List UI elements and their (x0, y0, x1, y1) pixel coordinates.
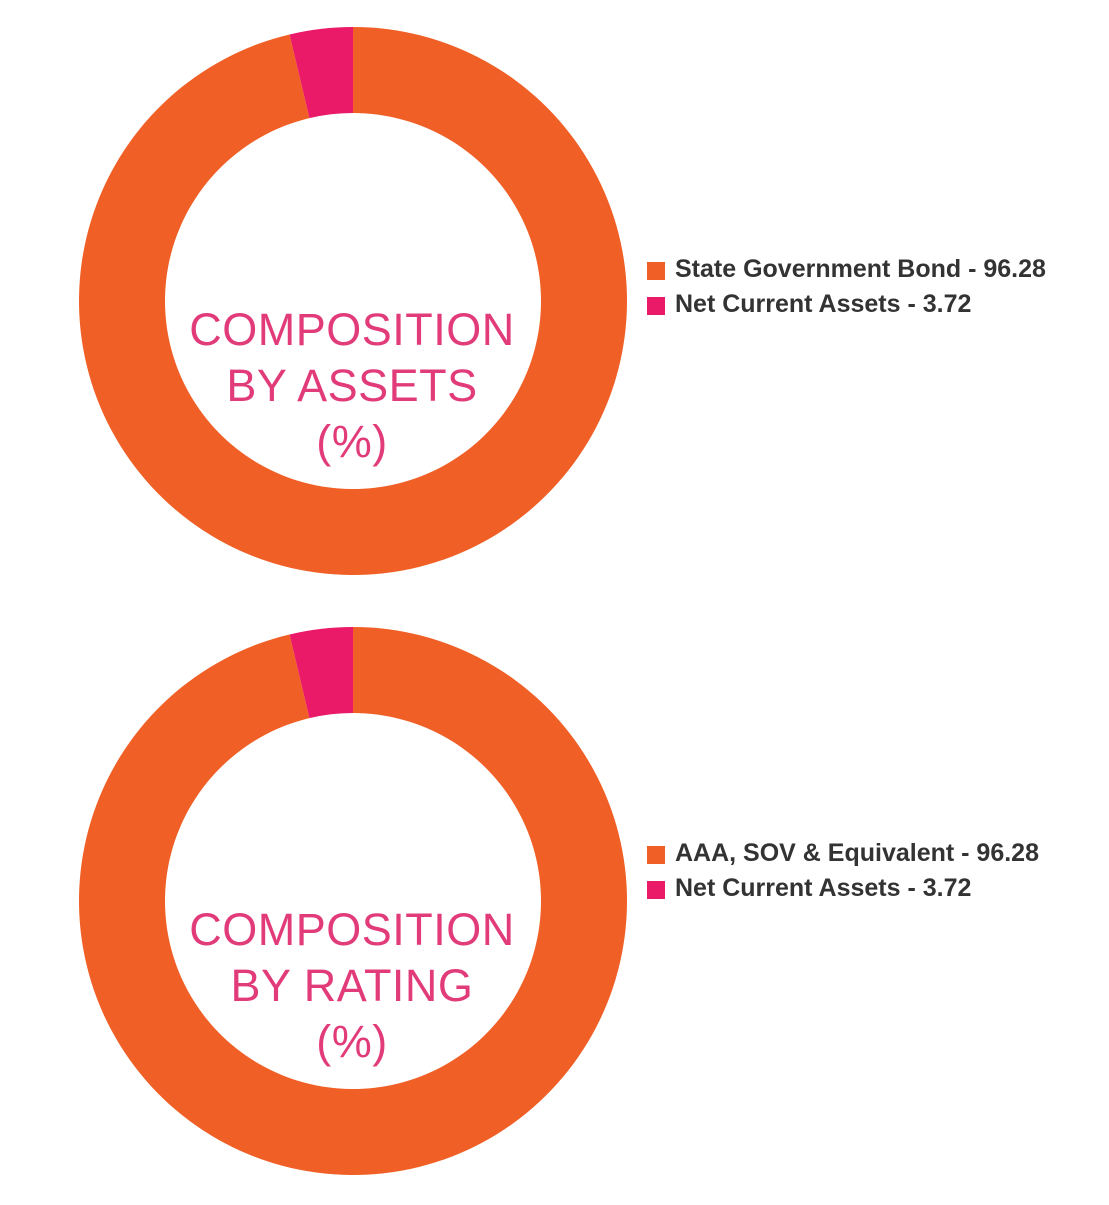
rating-title-line-1: COMPOSITION (189, 904, 515, 955)
legend-swatch (647, 846, 665, 864)
legend-item-net-current-assets: Net Current Assets - 3.72 (647, 871, 1087, 905)
donut-slice-net-current-assets (289, 627, 353, 719)
legend-item-aaa-sov-equivalent: AAA, SOV & Equivalent - 96.28 (647, 836, 1087, 870)
assets-title-line-3: (%) (316, 416, 388, 467)
assets-donut-chart (79, 27, 628, 575)
rating-title-line-3: (%) (316, 1016, 388, 1067)
donut-slice-state-government-bond (79, 27, 628, 575)
assets-title-line-1: COMPOSITION (189, 304, 515, 355)
legend-swatch (647, 297, 665, 315)
rating-title-line-2: BY RATING (230, 960, 474, 1011)
legend-label: State Government Bond - 96.28 (675, 255, 1046, 283)
legend-item-state-government-bond: State Government Bond - 96.28 (647, 252, 1087, 286)
donut-slice-aaa-sov-equivalent (79, 627, 628, 1175)
assets-chart-title: COMPOSITION BY ASSETS (%) (162, 302, 542, 470)
legend-label: Net Current Assets - 3.72 (675, 874, 972, 902)
assets-chart: COMPOSITION BY ASSETS (%) State Governme… (0, 0, 1109, 600)
legend-label: AAA, SOV & Equivalent - 96.28 (675, 839, 1039, 867)
assets-title-line-2: BY ASSETS (226, 360, 478, 411)
legend-swatch (647, 881, 665, 899)
rating-chart: COMPOSITION BY RATING (%) AAA, SOV & Equ… (0, 600, 1109, 1200)
assets-legend: State Government Bond - 96.28 Net Curren… (647, 252, 1087, 322)
donut-slice-net-current-assets (289, 27, 353, 119)
rating-legend: AAA, SOV & Equivalent - 96.28 Net Curren… (647, 836, 1087, 906)
legend-swatch (647, 262, 665, 280)
rating-donut-chart (79, 627, 628, 1175)
legend-item-net-current-assets: Net Current Assets - 3.72 (647, 287, 1087, 321)
legend-label: Net Current Assets - 3.72 (675, 290, 972, 318)
rating-chart-title: COMPOSITION BY RATING (%) (162, 902, 542, 1070)
